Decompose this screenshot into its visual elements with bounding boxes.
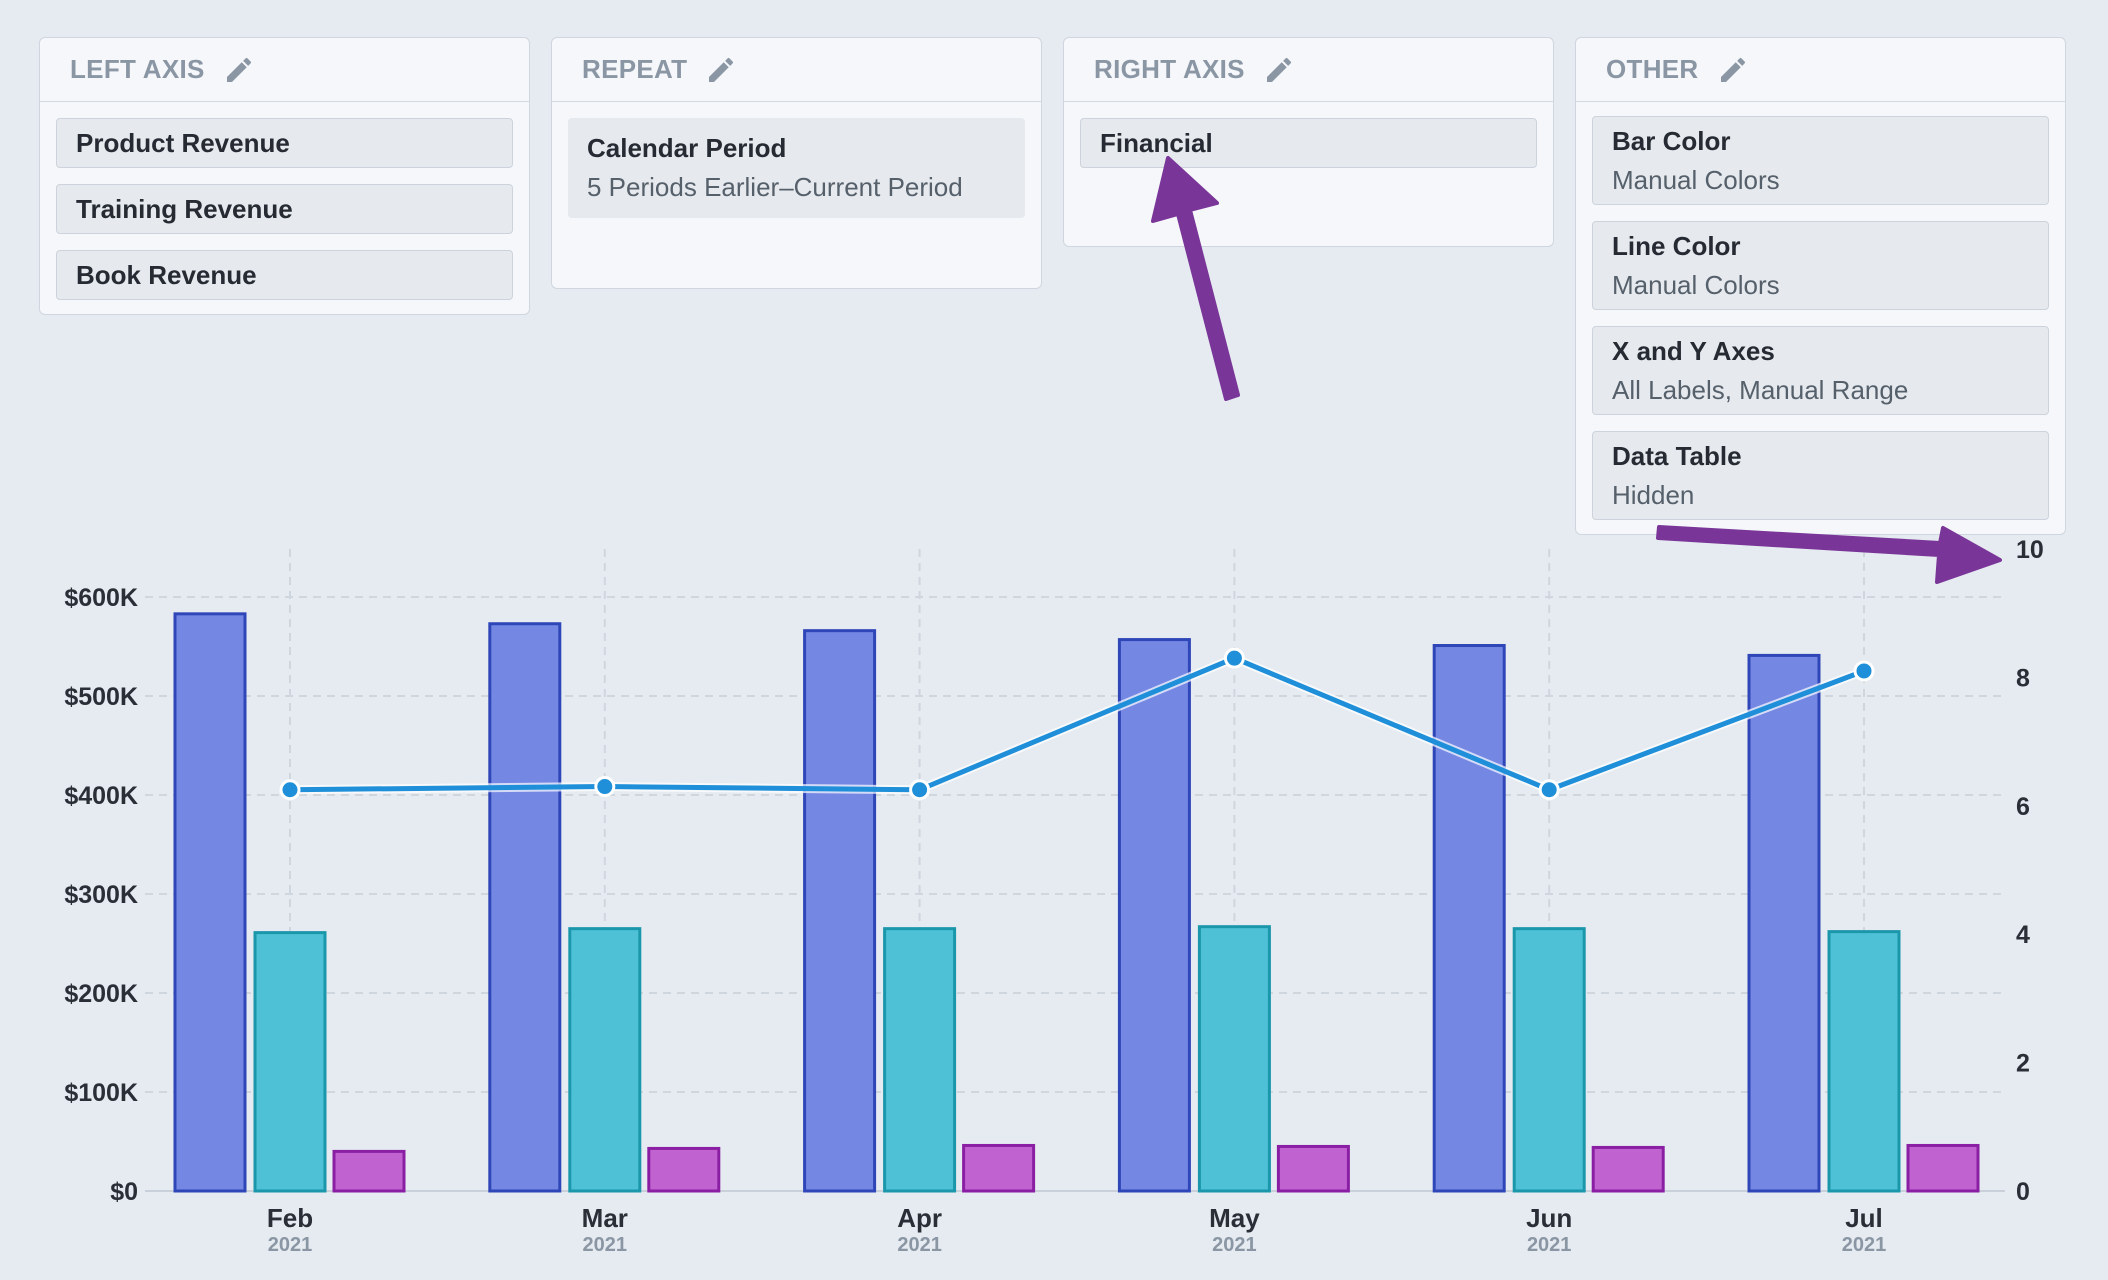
line-series-point [1538, 779, 1560, 801]
chart-bars [173, 612, 1980, 1193]
x-tick-year-label: 2021 [1212, 1234, 1257, 1256]
x-tick-label: Apr [897, 1203, 942, 1233]
edit-left-axis-pencil-icon[interactable] [223, 54, 255, 86]
x-tick-year-label: 2021 [1842, 1234, 1887, 1256]
left-axis-panel: LEFT AXIS Product Revenue Training Reven… [39, 37, 530, 315]
bar-series-2 [1276, 1144, 1350, 1193]
left-axis-tick-label: $600K [64, 584, 138, 612]
line-series-point [1223, 647, 1245, 669]
other-item-title: Bar Color [1612, 125, 1731, 156]
left-axis-panel-header: LEFT AXIS [40, 38, 529, 102]
other-item-subtitle: All Labels, Manual Range [1612, 374, 1909, 405]
other-item-title: Data Table [1612, 440, 1742, 471]
bar-series-2 [647, 1146, 721, 1193]
left-axis-tick-label: $500K [64, 683, 138, 711]
right-axis-tick-label: 2 [2016, 1050, 2030, 1078]
right-axis-panel-header: RIGHT AXIS [1064, 38, 1553, 102]
left-axis-item-book-revenue[interactable]: Book Revenue [56, 250, 513, 300]
bar-series-0 [1117, 638, 1191, 1193]
repeat-panel: REPEAT Calendar Period 5 Periods Earlier… [551, 37, 1042, 289]
other-item-line-color[interactable]: Line Color Manual Colors [1592, 221, 2049, 310]
annotation-arrows [1151, 156, 2002, 584]
bar-series-1 [1512, 927, 1586, 1193]
bar-series-0 [803, 629, 877, 1193]
right-axis-tick-label: 4 [2016, 921, 2030, 949]
bar-series-2 [1591, 1145, 1665, 1193]
other-item-subtitle: Manual Colors [1612, 269, 1780, 300]
repeat-item-title: Calendar Period [587, 133, 787, 163]
chart-grid [145, 549, 2005, 1192]
bar-series-2 [332, 1149, 406, 1193]
line-series-path [289, 655, 1865, 793]
left-axis-tick-label: $100K [64, 1079, 138, 1107]
edit-right-axis-pencil-icon[interactable] [1263, 54, 1295, 86]
chip-label: Training Revenue [76, 193, 293, 224]
bar-series-1 [1197, 925, 1271, 1193]
repeat-item-subtitle: 5 Periods Earlier–Current Period [587, 172, 963, 202]
right-axis-tick-label: 10 [2016, 536, 2044, 564]
left-axis-item-product-revenue[interactable]: Product Revenue [56, 118, 513, 168]
edit-repeat-pencil-icon[interactable] [705, 54, 737, 86]
bar-series-1 [1827, 930, 1901, 1193]
chart-line-series [279, 647, 1875, 801]
bar-series-0 [1432, 644, 1506, 1193]
line-series-point [909, 779, 931, 801]
other-panel-header: OTHER [1576, 38, 2065, 102]
other-item-axes[interactable]: X and Y Axes All Labels, Manual Range [1592, 326, 2049, 415]
bar-series-1 [883, 927, 957, 1193]
x-tick-label: May [1209, 1203, 1260, 1233]
x-tick-label: Jul [1845, 1203, 1883, 1233]
annotation-arrow-right-icon [1656, 525, 2002, 584]
bar-series-0 [488, 622, 562, 1193]
left-axis-title: LEFT AXIS [70, 54, 205, 84]
bar-series-2 [962, 1143, 1036, 1193]
other-item-subtitle: Hidden [1612, 479, 1695, 510]
annotation-arrow-up-icon [1151, 156, 1240, 401]
right-axis-title: RIGHT AXIS [1094, 54, 1245, 84]
right-axis-tick-label: 0 [2016, 1178, 2030, 1206]
repeat-title: REPEAT [582, 54, 688, 84]
line-series-point [279, 779, 301, 801]
repeat-item-calendar-period[interactable]: Calendar Period 5 Periods Earlier–Curren… [568, 118, 1025, 218]
bar-series-2 [1906, 1143, 1980, 1193]
x-tick-year-label: 2021 [583, 1234, 628, 1256]
x-tick-label: Mar [582, 1203, 628, 1233]
x-tick-year-label: 2021 [1527, 1234, 1572, 1256]
left-axis-item-training-revenue[interactable]: Training Revenue [56, 184, 513, 234]
x-tick-year-label: 2021 [268, 1234, 313, 1256]
x-tick-label: Feb [267, 1203, 313, 1233]
left-axis-tick-label: $200K [64, 980, 138, 1008]
x-tick-label: Jun [1526, 1203, 1572, 1233]
bar-series-0 [173, 612, 247, 1193]
bar-series-1 [568, 927, 642, 1193]
other-item-subtitle: Manual Colors [1612, 164, 1780, 195]
line-series-point [1853, 660, 1875, 682]
other-item-bar-color[interactable]: Bar Color Manual Colors [1592, 116, 2049, 205]
other-item-title: X and Y Axes [1612, 335, 1775, 366]
left-axis-tick-label: $0 [110, 1178, 138, 1206]
right-axis-tick-label: 8 [2016, 664, 2030, 692]
chip-label: Book Revenue [76, 259, 257, 290]
chart-axes: $0 $100K $200K $300K $400K $500K $600K 0 2 4 6 8 10 F… [64, 536, 2043, 1256]
right-axis-tick-label: 6 [2016, 793, 2030, 821]
other-item-title: Line Color [1612, 230, 1741, 261]
right-axis-panel: RIGHT AXIS Financial [1063, 37, 1554, 247]
chip-label: Product Revenue [76, 127, 290, 158]
other-item-data-table[interactable]: Data Table Hidden [1592, 431, 2049, 520]
other-panel: OTHER Bar Color Manual Colors Line Color… [1575, 37, 2066, 535]
repeat-panel-header: REPEAT [552, 38, 1041, 102]
bar-series-0 [1747, 653, 1821, 1193]
line-series-point [594, 776, 616, 798]
chip-label: Financial [1100, 127, 1213, 158]
x-tick-year-label: 2021 [897, 1234, 942, 1256]
right-axis-item-financial[interactable]: Financial [1080, 118, 1537, 168]
edit-other-pencil-icon[interactable] [1717, 54, 1749, 86]
left-axis-tick-label: $400K [64, 782, 138, 810]
left-axis-tick-label: $300K [64, 881, 138, 909]
other-title: OTHER [1606, 54, 1699, 84]
bar-series-1 [253, 931, 327, 1193]
